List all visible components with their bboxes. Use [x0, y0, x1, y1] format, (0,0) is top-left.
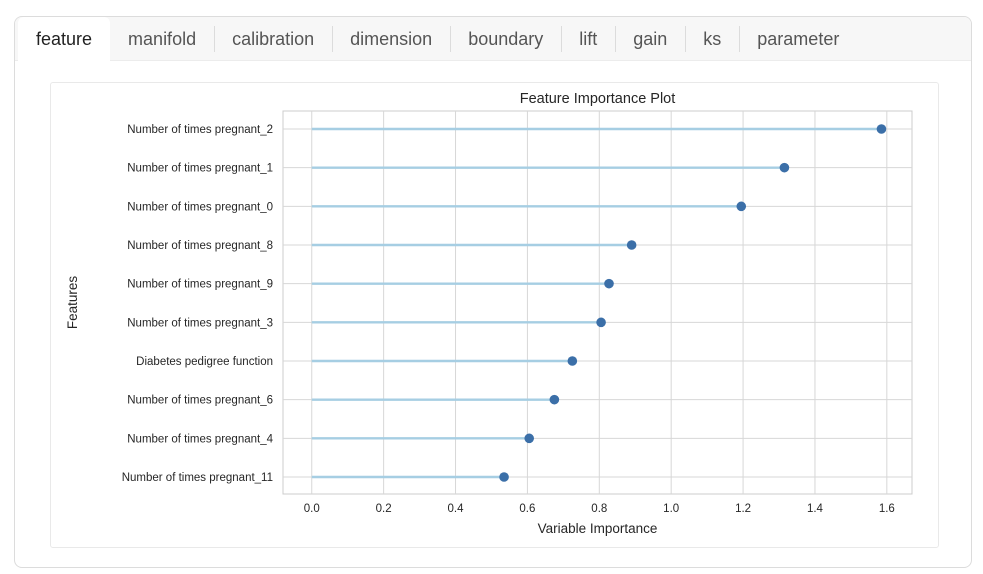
y-tick-label: Number of times pregnant_2: [127, 124, 273, 136]
importance-point: [876, 124, 887, 134]
importance-point: [567, 356, 578, 366]
x-tick-label: 1.6: [879, 503, 895, 515]
tab-feature[interactable]: feature: [18, 17, 111, 62]
tab-boundary[interactable]: boundary: [450, 17, 561, 61]
importance-point: [549, 394, 560, 405]
chart-title: Feature Importance Plot: [520, 91, 676, 107]
x-tick-label: 0.2: [376, 503, 392, 515]
tab-panel: feature manifold calibration dimension bound…: [14, 16, 972, 568]
y-tick-label: Number of times pregnant_8: [127, 240, 273, 252]
x-tick-label: 1.0: [663, 503, 679, 515]
tab-gain[interactable]: gain: [615, 17, 685, 61]
importance-point: [596, 317, 606, 328]
importance-point: [736, 201, 747, 212]
x-tick-label: 1.4: [807, 503, 824, 515]
importance-point: [499, 472, 509, 482]
tab-ks[interactable]: ks: [685, 17, 739, 61]
importance-point: [604, 278, 614, 289]
feature-importance-chart: 0.0 0.2 0.4 0.6 0.8 1.0 1.2 1.4 1.6 Number of tim…: [65, 91, 913, 536]
x-axis-label: Variable Importance: [538, 521, 658, 536]
y-tick-label: Diabetes pedigree function: [136, 356, 273, 368]
importance-point: [779, 162, 790, 173]
y-tick-label: Number of times pregnant_11: [122, 472, 273, 484]
tab-dimension[interactable]: dimension: [332, 17, 450, 61]
x-tick-label: 0.4: [448, 503, 465, 515]
x-tick-label: 0.0: [304, 503, 320, 515]
tab-bar: feature manifold calibration dimension bound…: [15, 17, 971, 62]
y-axis-label: Features: [65, 276, 80, 330]
tab-manifold[interactable]: manifold: [128, 28, 197, 49]
y-tick-label: Number of times pregnant_9: [127, 279, 273, 291]
y-tick-label: Number of times pregnant_6: [127, 395, 273, 407]
y-tick-label: Number of times pregnant_1: [127, 163, 273, 175]
importance-point: [524, 433, 535, 444]
x-tick-label: 1.2: [735, 503, 751, 515]
x-tick-label: 0.8: [591, 503, 607, 515]
x-tick-label: 0.6: [519, 503, 535, 515]
chart-card: 0.0 0.2 0.4 0.6 0.8 1.0 1.2 1.4 1.6 Number of tim…: [50, 82, 939, 548]
plot-area: [282, 110, 913, 495]
tab-parameter[interactable]: parameter: [739, 17, 857, 61]
importance-point: [626, 240, 637, 250]
y-tick-label: Number of times pregnant_0: [127, 201, 273, 213]
tab-lift[interactable]: lift: [561, 17, 615, 61]
tab-list: feature manifold calibration dimension bound…: [15, 17, 971, 62]
tab-calibration[interactable]: calibration: [214, 17, 332, 61]
y-tick-label: Number of times pregnant_4: [127, 433, 273, 445]
y-tick-label: Number of times pregnant_3: [127, 317, 273, 329]
